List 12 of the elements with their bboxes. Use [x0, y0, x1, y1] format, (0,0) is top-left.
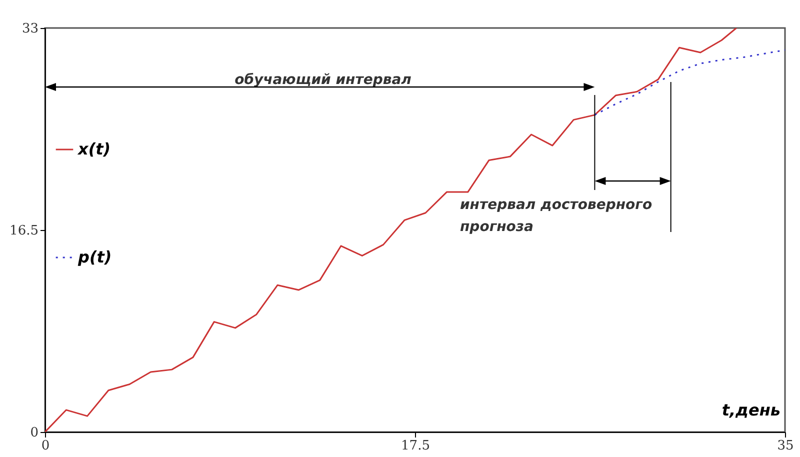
x-tick-label: 17.5	[401, 438, 430, 454]
line-series	[594, 49, 785, 116]
legend-label: p(t)	[77, 248, 112, 266]
x-tick-label: 35	[777, 438, 794, 454]
y-tick-label: 0	[30, 426, 38, 440]
annotation: интервал достоверного прогноза	[460, 197, 652, 235]
x-axis-title: t,день	[722, 400, 780, 420]
annotation: обучающий интервал	[234, 72, 412, 88]
y-tick-label: 16.5	[10, 224, 38, 238]
x-tick-label: 0	[41, 438, 50, 454]
y-tick-label: 33	[22, 22, 38, 36]
legend-label: x(t)	[77, 140, 111, 158]
